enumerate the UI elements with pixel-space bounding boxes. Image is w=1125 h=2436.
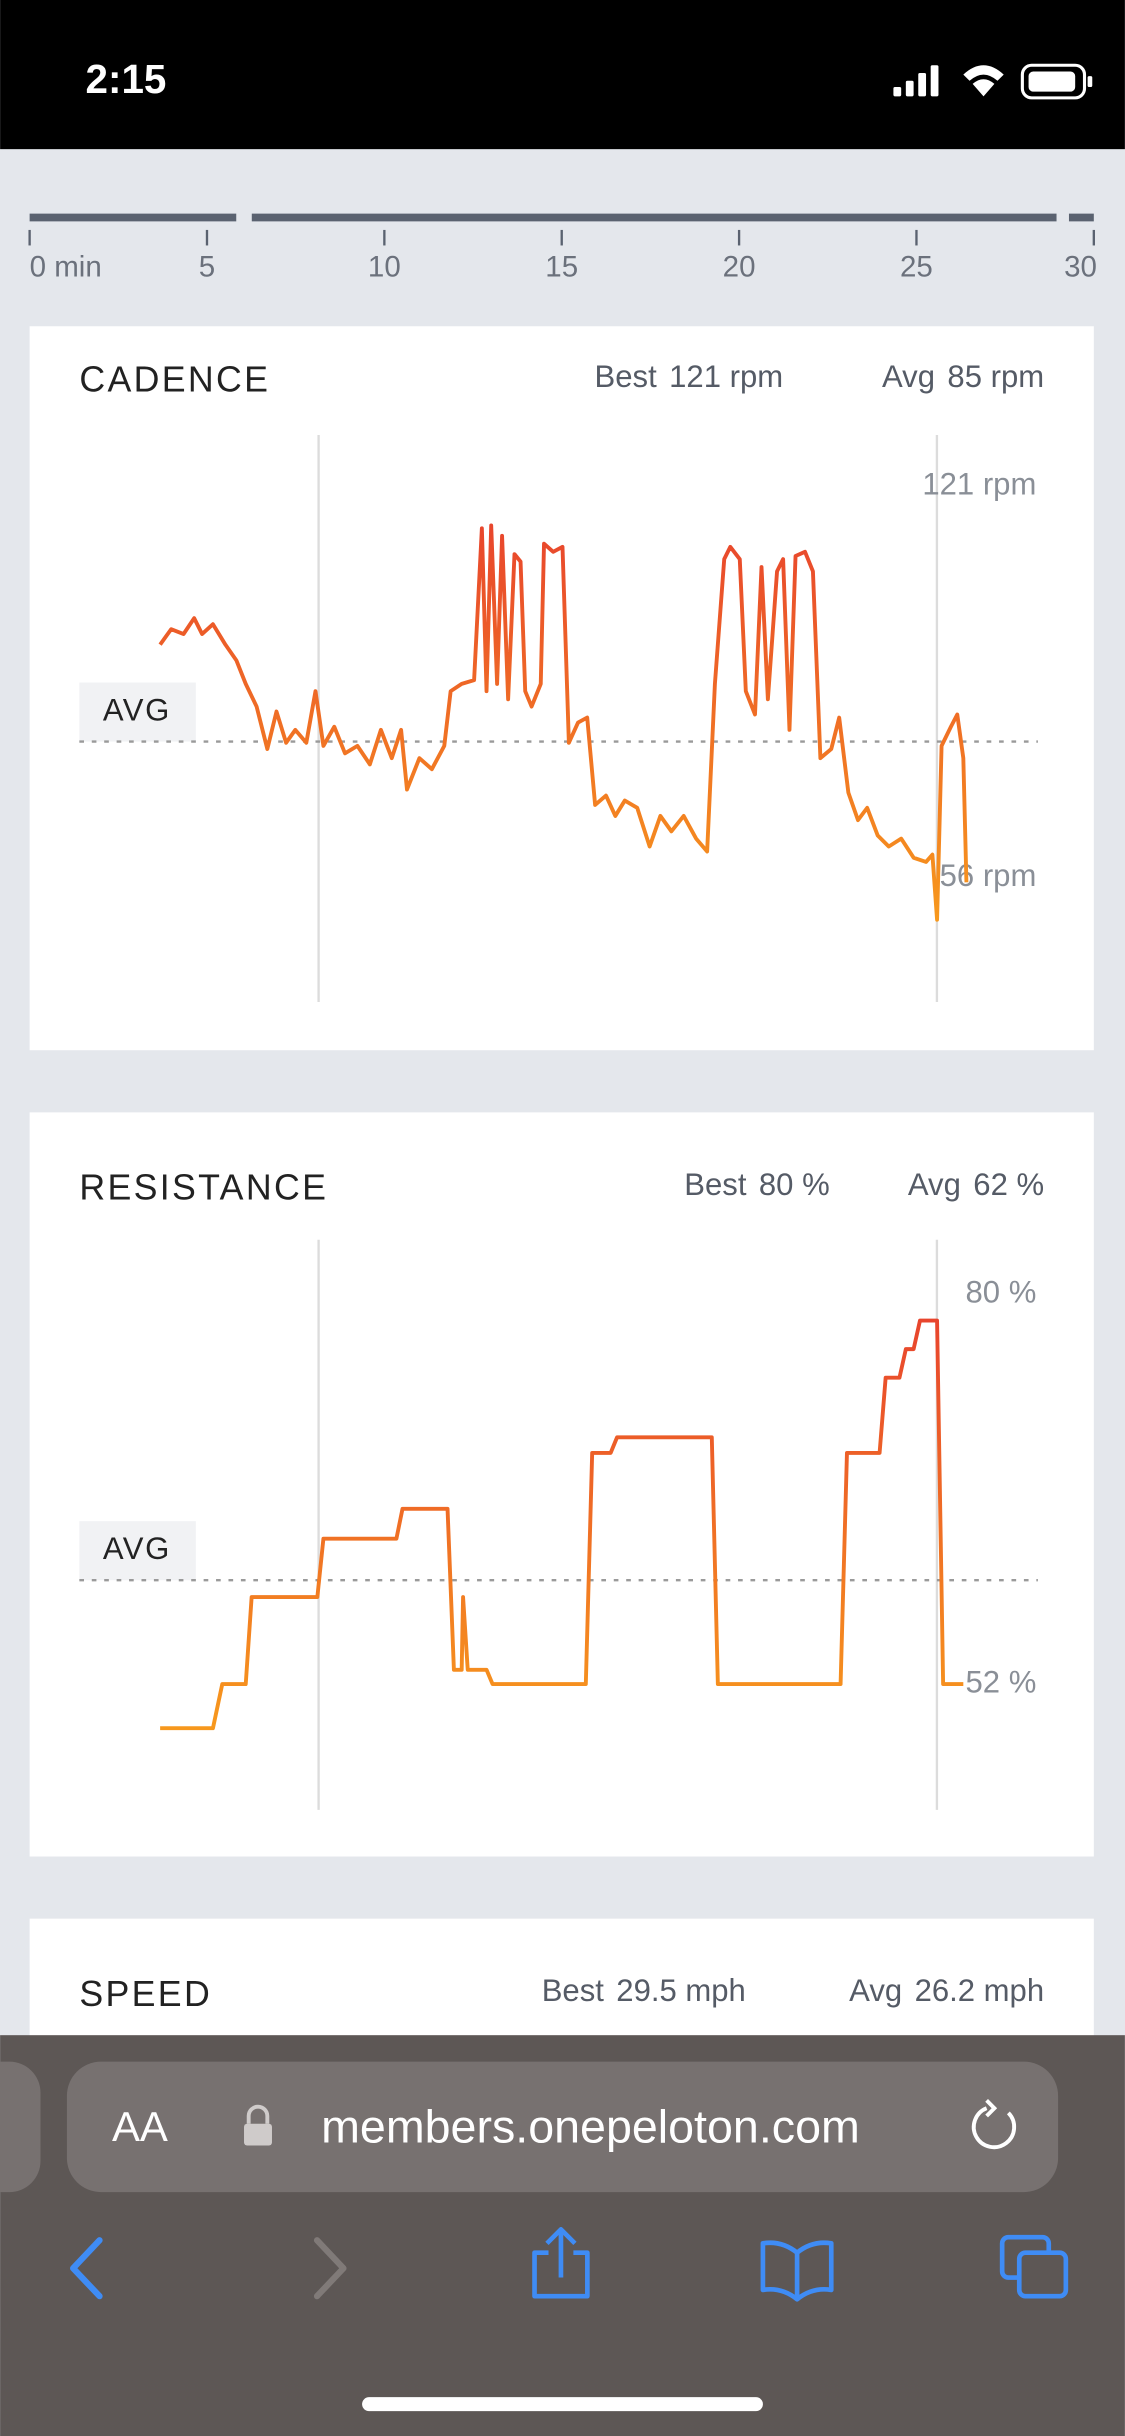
stat-value: 29.5 mph (616, 1973, 746, 2008)
stat-label: Best (595, 359, 658, 394)
timeline-label: 15 (545, 251, 578, 284)
stat: Avg 85 rpm (882, 359, 1044, 394)
avg-badge (79, 1521, 196, 1581)
timeline-label: 10 (368, 251, 401, 284)
stat-label: Avg (908, 1167, 961, 1202)
prev-tab[interactable] (0, 2061, 41, 2193)
stat: Best 80 % (684, 1167, 829, 1202)
stat: Avg 26.2 mph (849, 1973, 1044, 2008)
stat-value: 80 % (759, 1167, 830, 1202)
lock-icon (244, 2104, 272, 2146)
y-tick-label: 80 % (966, 1274, 1037, 1309)
card-title: RESISTANCE (79, 1167, 328, 1207)
speed-card (29, 1918, 1094, 2043)
status-icons (893, 63, 1093, 100)
timeline-label: 20 (723, 251, 756, 284)
timeline-label: 25 (900, 251, 933, 284)
reload-button[interactable] (971, 2099, 1017, 2150)
stat-value: 85 rpm (947, 359, 1044, 394)
y-tick-label: 121 rpm (922, 466, 1036, 501)
stat-value: 26.2 mph (915, 1973, 1045, 2008)
stat-label: Avg (882, 359, 935, 394)
timeline-label: 30 (1064, 251, 1097, 284)
timeline-label: 0 min (30, 251, 102, 284)
card-title: CADENCE (79, 360, 270, 400)
stat: Best 29.5 mph (542, 1973, 746, 2008)
status-bar (0, 0, 1125, 150)
stat-label: Avg (849, 1973, 902, 2008)
data-line (160, 1318, 964, 1731)
bookmarks-button[interactable] (760, 2240, 834, 2302)
cadence-card (29, 326, 1094, 1051)
clock: 2:15 (86, 56, 167, 102)
home-indicator (362, 2397, 763, 2412)
y-tick-label: 52 % (966, 1664, 1037, 1699)
stat: Best 121 rpm (595, 359, 784, 394)
stat-label: Best (542, 1973, 605, 2008)
url: members.onepeloton.com (321, 2100, 860, 2152)
share-button[interactable] (532, 2227, 590, 2299)
forward-button[interactable] (313, 2237, 347, 2300)
tabs-button[interactable] (999, 2234, 1069, 2299)
avg-badge-label: AVG (103, 692, 171, 727)
data-line (158, 523, 969, 922)
text-size-button[interactable]: AA (112, 2103, 168, 2150)
avg-badge (79, 682, 196, 742)
stat-value: 121 rpm (669, 359, 783, 394)
stat-value: 62 % (973, 1167, 1044, 1202)
stat: Avg 62 % (908, 1167, 1044, 1202)
address-bar[interactable] (66, 2061, 1059, 2193)
timeline-label: 5 (199, 251, 215, 284)
stat-label: Best (684, 1167, 747, 1202)
card-title: SPEED (79, 1974, 212, 2014)
avg-badge-label: AVG (103, 1531, 171, 1566)
back-button[interactable] (70, 2237, 103, 2300)
resistance-card (29, 1112, 1094, 1857)
y-tick-label: 56 rpm (940, 858, 1037, 893)
